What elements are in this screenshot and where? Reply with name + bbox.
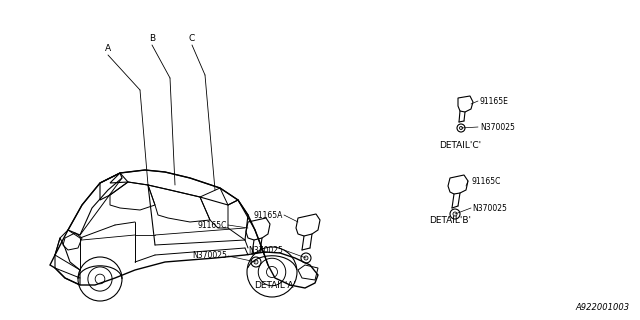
- Text: N370025: N370025: [472, 204, 507, 212]
- Text: N370025: N370025: [248, 245, 283, 254]
- Text: C: C: [189, 34, 195, 43]
- Text: A: A: [105, 44, 111, 52]
- Text: 91165E: 91165E: [480, 97, 509, 106]
- Text: B: B: [149, 34, 155, 43]
- Text: 91165C: 91165C: [472, 177, 501, 186]
- Text: DETAIL'B': DETAIL'B': [429, 215, 471, 225]
- Text: DETAIL'A': DETAIL'A': [254, 281, 296, 290]
- Text: N370025: N370025: [480, 123, 515, 132]
- Text: 91165A: 91165A: [253, 211, 283, 220]
- Text: 91165C: 91165C: [198, 220, 227, 229]
- Text: A922001003: A922001003: [576, 303, 630, 313]
- Text: DETAIL'C': DETAIL'C': [439, 140, 481, 149]
- Text: N370025: N370025: [192, 252, 227, 260]
